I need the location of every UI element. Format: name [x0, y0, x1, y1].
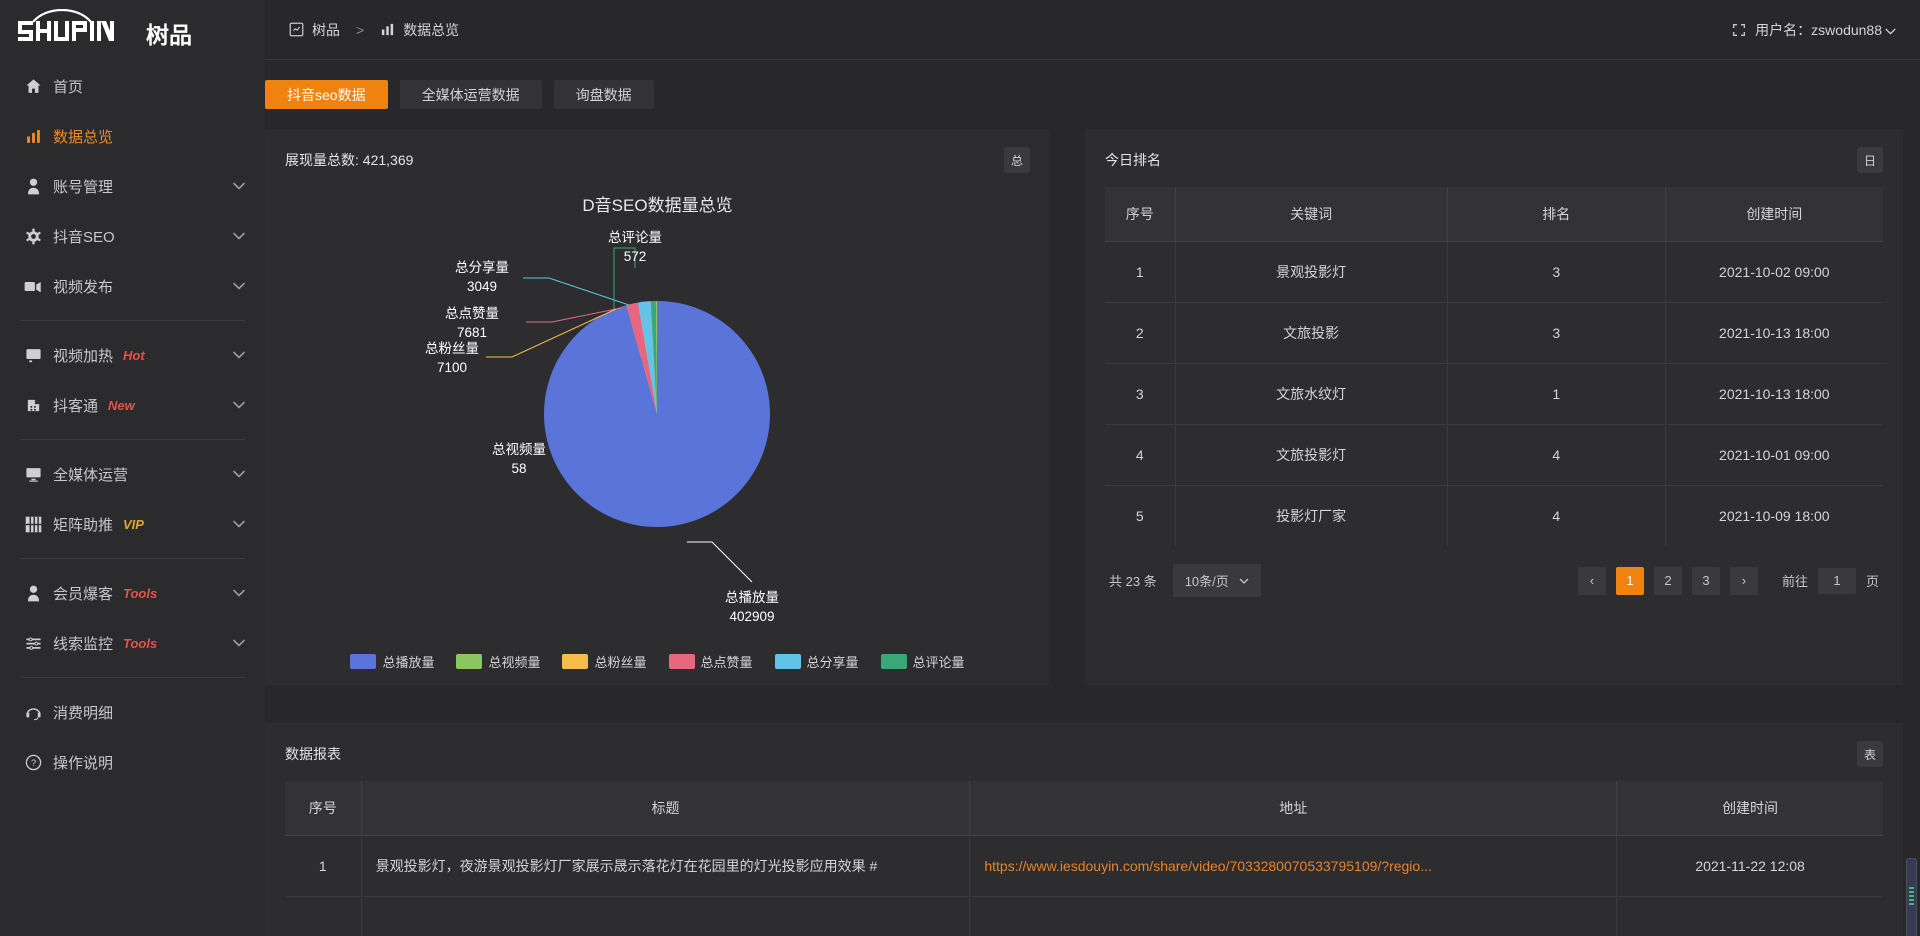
svg-text:572: 572 — [624, 249, 647, 264]
svg-text:总视频量: 总视频量 — [492, 442, 546, 457]
svg-text:7100: 7100 — [437, 360, 467, 375]
svg-text:?: ? — [30, 758, 35, 768]
svg-text:树品: 树品 — [146, 22, 192, 48]
svg-text:总粉丝量: 总粉丝量 — [425, 341, 479, 356]
svg-text:总播放量: 总播放量 — [725, 590, 779, 605]
svg-text:58: 58 — [511, 461, 526, 476]
svg-text:3049: 3049 — [467, 279, 497, 294]
svg-text:7681: 7681 — [457, 325, 487, 340]
svg-text:总点赞量: 总点赞量 — [445, 306, 499, 321]
svg-text:402909: 402909 — [729, 609, 774, 624]
svg-text:总评论量: 总评论量 — [608, 230, 662, 245]
svg-text:总分享量: 总分享量 — [455, 259, 509, 275]
